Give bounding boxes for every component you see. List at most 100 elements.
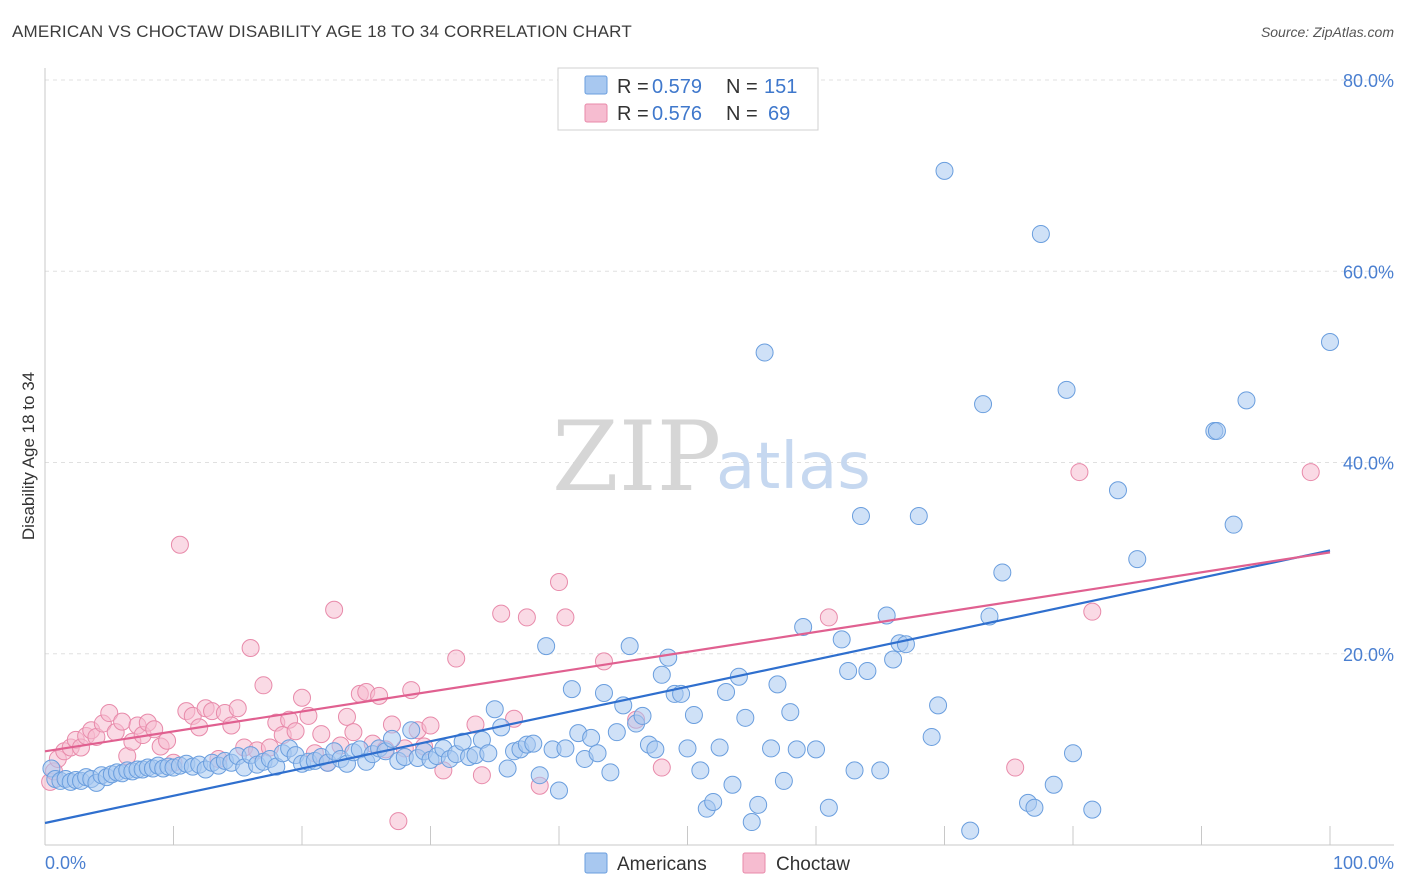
americans-point-115 [749, 795, 768, 814]
bottom-legend-swatch-choctaw [742, 852, 766, 874]
americans-point-137 [929, 696, 948, 715]
choctaw-point-47 [325, 600, 344, 619]
americans-point-129 [858, 661, 877, 680]
americans-point-58 [382, 729, 401, 748]
americans-point-114 [742, 813, 761, 832]
americans-point-126 [839, 661, 858, 680]
americans-point-155 [1237, 391, 1256, 410]
legend-bottom: Americans Choctaw [584, 852, 850, 875]
choctaw-point-50 [344, 723, 363, 742]
americans-point-145 [1031, 224, 1050, 243]
americans-point-135 [909, 507, 928, 526]
americans-point-81 [530, 766, 549, 785]
choctaw-point-73 [594, 652, 613, 671]
americans-point-139 [961, 821, 980, 840]
choctaw-point-54 [370, 686, 389, 705]
y-tick-label-40: 40.0% [1343, 454, 1394, 474]
americans-trendline [44, 549, 1331, 825]
choctaw-point-78 [1070, 463, 1089, 482]
americans-point-85 [556, 739, 575, 758]
legend-r-label-choctaw: R = [617, 103, 649, 125]
source-label[interactable]: Source: ZipAtlas.com [1260, 24, 1394, 40]
americans-point-108 [704, 792, 723, 811]
choctaw-point-41 [286, 722, 305, 741]
legend-r-value-choctaw: 0.576 [652, 103, 702, 125]
americans-point-151 [1128, 550, 1147, 569]
bottom-legend-swatch-americans [584, 852, 608, 874]
choctaw-point-57 [389, 812, 408, 831]
bottom-legend-label-choctaw: Choctaw [776, 854, 850, 875]
y-tick-labels: 20.0% 40.0% 60.0% 80.0% [1343, 71, 1394, 665]
choctaw-point-49 [337, 707, 356, 726]
legend-swatch-choctaw [584, 103, 608, 123]
americans-point-150 [1108, 481, 1127, 500]
americans-point-119 [774, 771, 793, 790]
americans-point-99 [646, 740, 665, 759]
americans-point-123 [807, 740, 825, 759]
americans-point-106 [691, 761, 710, 780]
choctaw-point-34 [241, 639, 260, 658]
americans-point-149 [1083, 800, 1102, 819]
choctaw-point-45 [312, 725, 331, 744]
americans-point-76 [498, 759, 517, 778]
americans-point-100 [652, 665, 671, 684]
choctaw-point-65 [466, 715, 485, 734]
x-ticks [173, 826, 1331, 845]
americans-point-136 [922, 727, 941, 746]
americans-point-113 [736, 708, 755, 727]
americans-point-120 [781, 703, 800, 722]
americans-point-122 [794, 617, 813, 636]
americans-point-82 [537, 637, 556, 656]
legend-r-value-americans: 0.579 [652, 76, 702, 98]
americans-point-132 [884, 650, 903, 669]
choctaw-point-11 [100, 704, 119, 723]
americans-point-91 [594, 683, 613, 702]
americans-point-142 [993, 563, 1012, 582]
x-tick-label-min: 0.0% [45, 853, 86, 873]
americans-point-104 [678, 739, 697, 758]
americans-point-156 [1321, 333, 1339, 352]
bottom-legend-label-americans: Americans [617, 854, 707, 875]
choctaw-point-31 [222, 716, 241, 735]
legend-n-label-americans: N = [726, 76, 758, 98]
choctaw-point-67 [492, 604, 511, 623]
legend-n-value-choctaw: 69 [768, 103, 790, 125]
choctaw-points [41, 463, 1320, 831]
americans-point-124 [819, 798, 838, 817]
americans-point-109 [710, 738, 729, 757]
americans-point-117 [762, 739, 781, 758]
x-tick-label-max: 100.0% [1333, 853, 1394, 873]
americans-point-116 [755, 343, 774, 362]
americans-point-148 [1064, 744, 1082, 763]
americans-point-146 [1044, 775, 1063, 794]
americans-point-73 [479, 744, 498, 763]
americans-point-74 [485, 700, 504, 719]
americans-point-138 [935, 161, 954, 180]
americans-point-130 [871, 761, 890, 780]
trendlines [44, 549, 1331, 825]
americans-point-111 [723, 775, 742, 794]
americans-point-95 [620, 637, 639, 656]
americans-point-147 [1057, 380, 1076, 399]
legend-r-label-americans: R = [617, 76, 649, 98]
choctaw-point-76 [819, 608, 838, 627]
choctaw-point-71 [550, 573, 568, 592]
y-tick-label-60: 60.0% [1343, 262, 1394, 282]
choctaw-point-64 [447, 649, 466, 668]
y-tick-label-80: 80.0% [1343, 71, 1394, 91]
choctaw-point-79 [1083, 602, 1102, 621]
y-axis-title: Disability Age 18 to 34 [19, 372, 38, 540]
americans-point-121 [787, 740, 806, 759]
choctaw-point-42 [293, 688, 311, 707]
choctaw-point-36 [254, 676, 273, 695]
legend-n-label-choctaw: N = [726, 103, 758, 125]
americans-point-89 [582, 728, 601, 747]
americans-point-125 [832, 630, 851, 649]
axes [44, 68, 1394, 846]
choctaw-trendline [44, 551, 1331, 753]
choctaw-point-62 [421, 716, 440, 735]
choctaw-point-23 [170, 535, 189, 554]
americans-point-93 [607, 723, 626, 742]
americans-point-128 [851, 507, 870, 526]
